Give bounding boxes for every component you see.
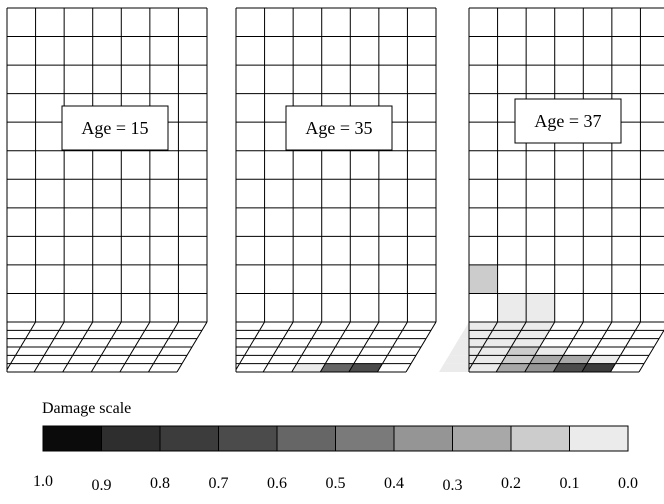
age-label-box-1: Age = 15 xyxy=(61,105,169,151)
panels-layer xyxy=(6,7,664,373)
scale-tick-label: 0.7 xyxy=(209,475,229,492)
damaged-cell xyxy=(464,322,498,331)
scale-tick-label: 0.9 xyxy=(92,477,112,494)
damaged-cell xyxy=(348,363,383,372)
damage-scale-bar xyxy=(42,425,629,452)
damaged-cell xyxy=(444,355,478,364)
mesh-line xyxy=(348,321,380,373)
scale-segment xyxy=(101,425,161,452)
scale-tick-label: 0.4 xyxy=(384,475,404,492)
damaged-cell xyxy=(472,355,507,364)
scale-segment xyxy=(510,425,570,452)
mesh-line xyxy=(405,321,437,373)
mesh-line xyxy=(119,321,151,373)
panel-2 xyxy=(235,7,437,373)
scale-tick-label: 0.2 xyxy=(501,475,521,492)
scale-segment xyxy=(393,425,453,452)
damaged-cell xyxy=(501,355,535,364)
damaged-cell xyxy=(521,322,555,331)
mesh-line xyxy=(468,321,499,370)
scale-segment xyxy=(218,425,278,452)
scale-tick-label: 0.3 xyxy=(443,477,463,494)
mesh-line xyxy=(581,321,613,373)
damaged-cell xyxy=(534,347,569,356)
damage-scale-ticks: 1.0 0.9 0.8 0.7 0.6 0.5 0.4 0.3 0.2 0.1 0.0 xyxy=(33,473,638,494)
damaged-cell xyxy=(586,355,621,364)
damaged-cell xyxy=(524,363,559,372)
mesh-line xyxy=(552,321,584,373)
mesh-line xyxy=(291,321,323,373)
scale-tick-label: 0.0 xyxy=(618,475,638,492)
mesh-line xyxy=(376,321,408,373)
age-label-box-2: Age = 35 xyxy=(285,105,393,151)
mesh-line xyxy=(524,321,556,373)
scale-segment xyxy=(452,425,512,452)
mesh-line xyxy=(62,321,94,373)
scale-tick-label: 0.1 xyxy=(560,475,580,492)
mesh-line xyxy=(90,321,122,373)
damaged-cell xyxy=(511,338,545,347)
scale-tick-label: 1.0 xyxy=(33,473,53,490)
mesh-line xyxy=(638,329,664,373)
damaged-cell xyxy=(439,363,473,372)
mesh-line xyxy=(6,321,37,370)
damaged-cell xyxy=(469,264,498,294)
mesh-line xyxy=(609,321,641,373)
scale-segment xyxy=(276,425,336,452)
damaged-cell xyxy=(454,338,488,347)
scale-segment xyxy=(159,425,219,452)
damaged-cell xyxy=(492,322,527,331)
damaged-cell xyxy=(516,330,550,339)
age-label-2: Age = 35 xyxy=(305,118,372,138)
mesh-line xyxy=(33,321,65,373)
mesh-line xyxy=(176,321,208,373)
age-label-box-3: Age = 37 xyxy=(514,98,622,144)
panel-3 xyxy=(439,7,664,373)
damaged-cell xyxy=(467,363,502,372)
scale-segment xyxy=(42,425,102,452)
damaged-cell xyxy=(529,355,564,364)
damaged-cell xyxy=(558,355,592,364)
age-label-3: Age = 37 xyxy=(534,111,601,131)
panel-1 xyxy=(6,7,208,373)
damaged-cell xyxy=(526,293,555,322)
damaged-cell xyxy=(581,363,616,372)
damaged-cell xyxy=(477,347,512,356)
damaged-cell xyxy=(459,330,493,339)
damaged-cell xyxy=(291,363,326,372)
damaged-cell xyxy=(449,347,483,356)
mesh-line xyxy=(319,321,351,373)
damaged-cell xyxy=(482,338,517,347)
damaged-cell xyxy=(496,363,530,372)
scale-tick-label: 0.8 xyxy=(150,475,170,492)
scale-segment xyxy=(569,425,629,452)
mesh-line xyxy=(147,321,179,373)
scale-segment xyxy=(335,425,395,452)
damaged-cell xyxy=(320,363,354,372)
mesh-line xyxy=(235,321,266,370)
damaged-cell xyxy=(487,330,522,339)
damaged-cell xyxy=(506,347,540,356)
scale-tick-label: 0.5 xyxy=(326,475,346,492)
mesh-line xyxy=(495,321,527,373)
scale-title: Damage scale xyxy=(42,400,131,417)
damaged-cell xyxy=(553,363,587,372)
age-label-1: Age = 15 xyxy=(81,118,148,138)
mesh-line xyxy=(262,321,294,373)
damaged-cell xyxy=(497,293,527,322)
scale-tick-label: 0.6 xyxy=(267,475,287,492)
